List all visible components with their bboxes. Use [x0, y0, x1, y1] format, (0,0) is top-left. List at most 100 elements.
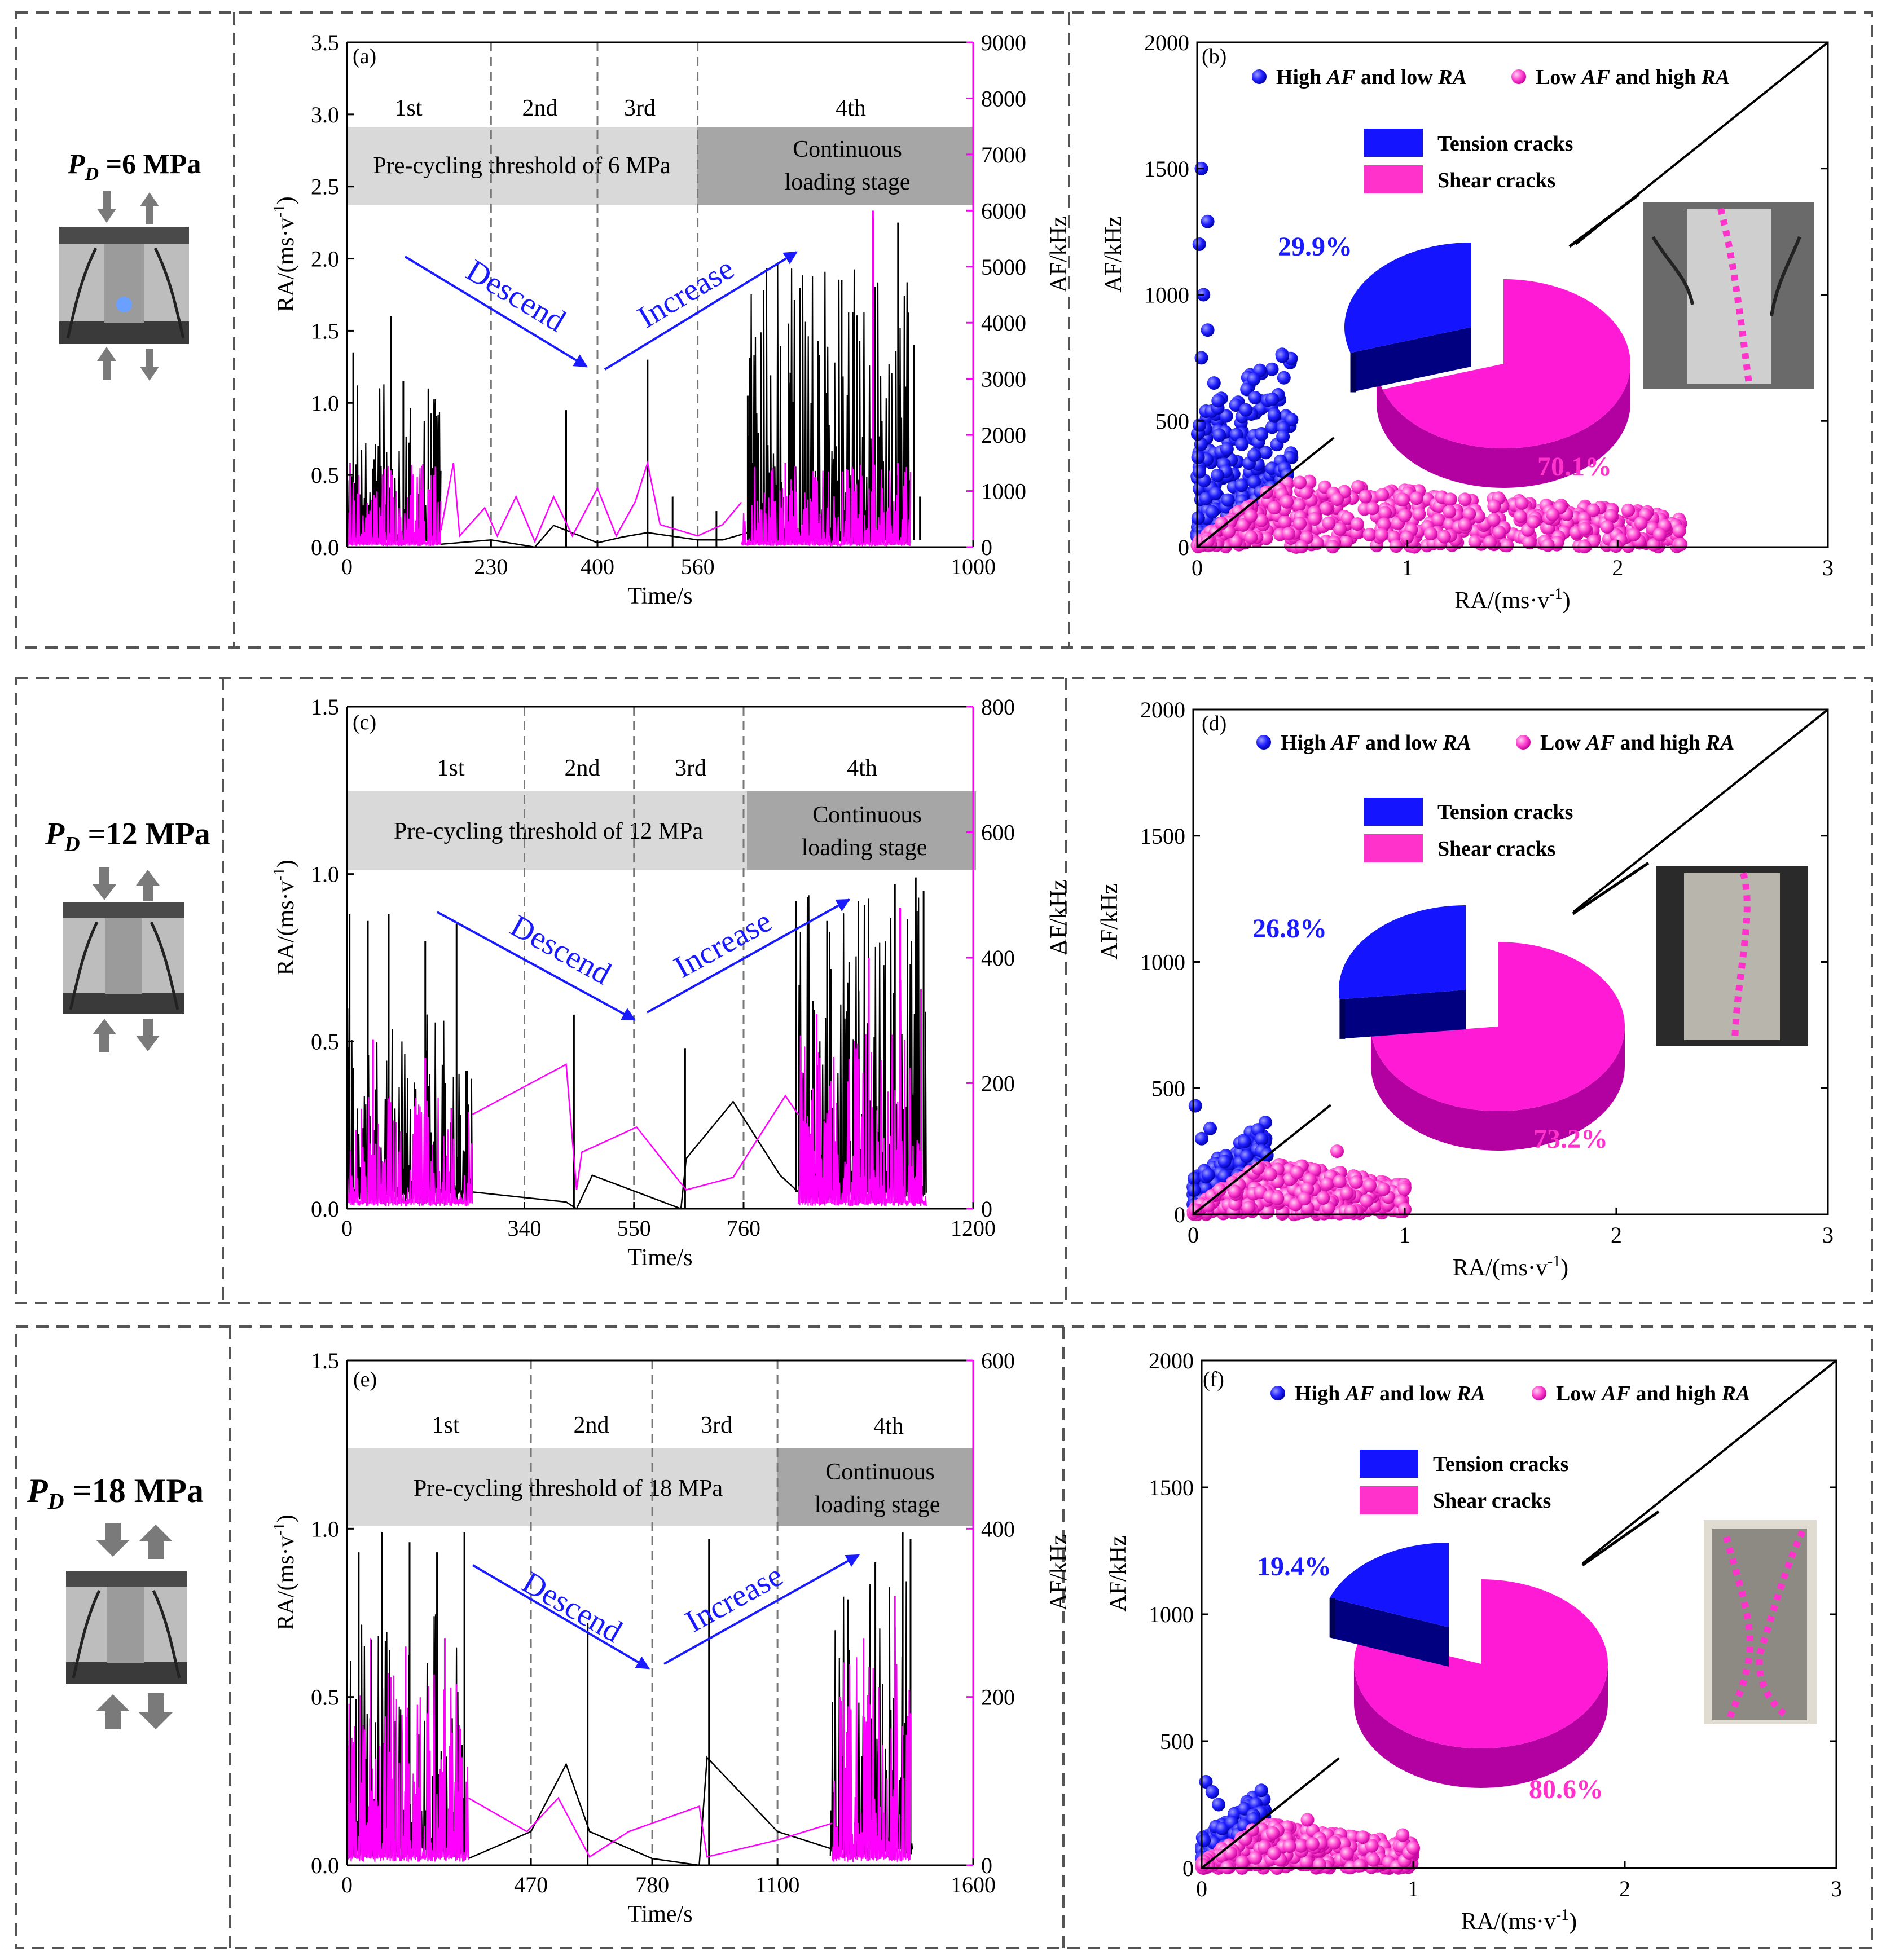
shear-point: [1322, 516, 1336, 530]
legend-low-marker: [1532, 1386, 1546, 1400]
tension-point: [1221, 493, 1235, 507]
x-axis-label-text: RA/(ms·v: [1454, 588, 1549, 614]
shear-point: [1339, 534, 1353, 548]
y-tick-label: 500: [1151, 1076, 1185, 1101]
shear-swatch: [1364, 834, 1423, 862]
shear-point: [1672, 524, 1686, 538]
y-tick-label: 2000: [1144, 30, 1189, 55]
pd-value: =12 MPa: [80, 817, 210, 852]
load-arrow-icon: [93, 867, 116, 900]
x-axis-label-end: ): [1560, 1255, 1568, 1281]
pd-symbol: P: [67, 148, 85, 179]
shear-point: [1312, 1857, 1326, 1871]
shear-point: [1293, 475, 1307, 490]
tension-point: [1267, 408, 1281, 422]
y2-tick-label: 4000: [981, 310, 1026, 336]
photo-leader-line: [1572, 861, 1650, 915]
shear-point: [1600, 520, 1614, 534]
stage-band-continuous: [697, 127, 973, 205]
tension-label: Tension cracks: [1433, 1452, 1568, 1476]
y-axis-label: AF/kHz: [1097, 883, 1123, 959]
pie-chart: [1339, 905, 1625, 1151]
specimen-photo-icon: [59, 227, 189, 344]
y-tick-label: 0.5: [311, 463, 339, 488]
shear-point: [1235, 1855, 1249, 1869]
x-axis-label-sup: -1: [1549, 585, 1562, 603]
y-tick-label: 1500: [1140, 823, 1185, 849]
tension-percent: 29.9%: [1278, 232, 1352, 262]
shear-point: [1196, 1858, 1210, 1872]
descend-label: Descend: [460, 253, 571, 338]
shear-point: [1458, 492, 1472, 506]
shear-point: [1468, 535, 1482, 549]
y-tick-label: 1.0: [311, 862, 339, 887]
shear-swatch: [1360, 1486, 1418, 1514]
shear-point: [1375, 488, 1390, 502]
continuous-label-line1: Continuous: [825, 1459, 935, 1485]
shear-point: [1375, 528, 1389, 542]
load-arrow-icon: [96, 1694, 130, 1729]
pd-label: PD =18 MPa: [27, 1472, 204, 1514]
shear-point: [1282, 1839, 1296, 1853]
x-axis-label: Time/s: [627, 1245, 692, 1271]
x-tick-label: 340: [508, 1215, 542, 1241]
shear-label: Shear cracks: [1437, 837, 1555, 861]
shear-point: [1268, 501, 1281, 515]
shear-point: [1360, 1194, 1374, 1208]
shear-point: [1236, 518, 1250, 532]
shear-point: [1462, 507, 1476, 521]
shear-point: [1248, 1851, 1263, 1865]
pie-tension-slice: [1339, 905, 1466, 999]
shear-point: [1396, 1828, 1410, 1842]
x-tick-label: 0: [1192, 555, 1203, 580]
panel-letter: (f): [1203, 1368, 1224, 1391]
af-line: [472, 1063, 799, 1191]
legend-low-label: Low AF and high RA: [1540, 731, 1734, 755]
y2-tick-label: 5000: [981, 254, 1026, 280]
tension-point: [1205, 1785, 1219, 1799]
load-arrow-icon: [140, 349, 159, 381]
shear-point: [1377, 517, 1391, 531]
timeseries-chart-a: Pre-cycling threshold of 6 MPa Continuou…: [271, 30, 1072, 609]
af-burst: [741, 464, 912, 548]
y-axis-label-end: ): [273, 860, 299, 867]
load-arrow-icon: [140, 192, 159, 224]
y-tick-label: 0.0: [311, 1196, 339, 1222]
shear-point: [1353, 1858, 1367, 1873]
shear-point: [1340, 1847, 1354, 1861]
af-burst: [346, 1673, 469, 1862]
y-tick-label: 1.5: [311, 694, 339, 720]
shear-point: [1254, 513, 1268, 527]
pie-shear-slice: [1353, 1579, 1608, 1748]
pd-subscript: D: [64, 833, 80, 856]
stage-label: 4th: [873, 1413, 904, 1439]
shear-point: [1424, 527, 1437, 541]
stage-band-threshold: [347, 791, 747, 870]
shear-point: [1406, 1841, 1420, 1855]
descend-arrow: [437, 911, 636, 1021]
x-tick-label: 2: [1612, 555, 1623, 580]
af-burst: [832, 1657, 912, 1862]
af-line: [440, 460, 742, 544]
x-tick-label: 470: [514, 1872, 548, 1897]
shear-point: [1320, 1177, 1334, 1191]
pd-subscript: D: [47, 1488, 64, 1514]
shear-point: [1458, 518, 1472, 532]
shear-point: [1541, 538, 1555, 552]
tension-point: [1201, 1168, 1215, 1182]
increase-label: Increase: [632, 251, 740, 335]
tension-point: [1240, 1149, 1254, 1164]
pie-tension-wall: [1350, 327, 1471, 393]
shear-point: [1397, 1182, 1412, 1196]
legend-high-label: High AF and low RA: [1276, 65, 1467, 89]
continuous-label-line1: Continuous: [793, 136, 902, 162]
pd-value: =6 MPa: [99, 148, 201, 179]
x-axis-label-text: RA/(ms·v: [1461, 1909, 1556, 1935]
shear-point: [1546, 508, 1560, 522]
ra-line: [468, 1756, 831, 1866]
shear-point: [1366, 1853, 1381, 1867]
x-axis-label: RA/(ms·v-1): [1454, 585, 1570, 614]
shear-point: [1327, 1836, 1341, 1850]
